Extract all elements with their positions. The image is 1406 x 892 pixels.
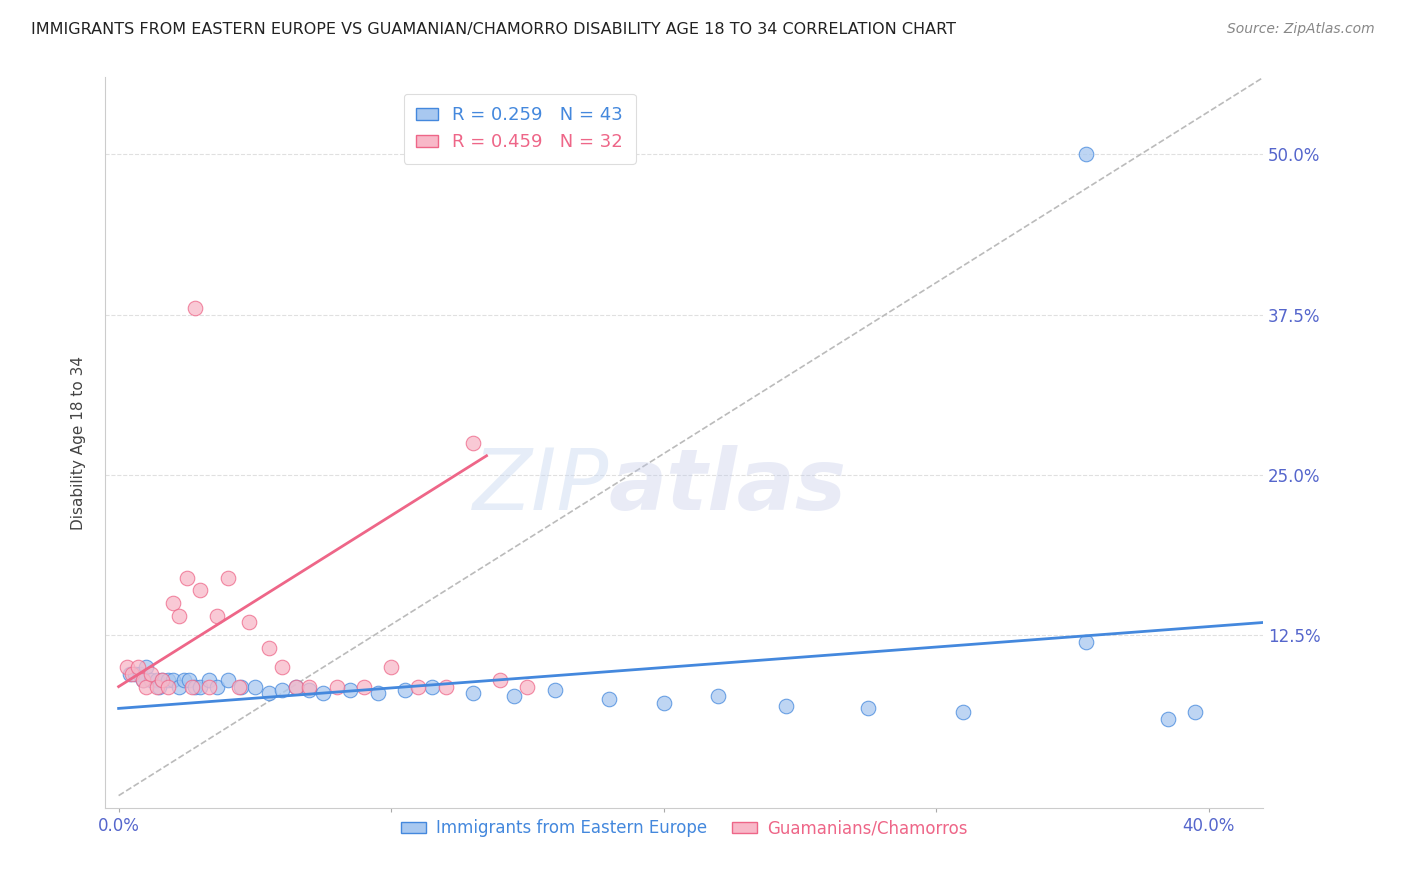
Point	[115, 660, 138, 674]
Point	[146, 673, 169, 688]
Point	[167, 609, 190, 624]
Point	[257, 686, 280, 700]
Point	[1157, 712, 1180, 726]
Point	[156, 680, 179, 694]
Point	[461, 686, 484, 700]
Text: Source: ZipAtlas.com: Source: ZipAtlas.com	[1227, 22, 1375, 37]
Point	[135, 680, 157, 694]
Point	[652, 696, 675, 710]
Point	[181, 680, 204, 694]
Point	[394, 683, 416, 698]
Point	[543, 683, 565, 698]
Point	[238, 615, 260, 630]
Point	[132, 673, 155, 688]
Point	[516, 680, 538, 694]
Point	[127, 660, 149, 674]
Legend: Immigrants from Eastern Europe, Guamanians/Chamorros: Immigrants from Eastern Europe, Guamania…	[394, 813, 974, 844]
Point	[162, 673, 184, 688]
Point	[150, 673, 173, 688]
Point	[205, 680, 228, 694]
Point	[228, 680, 250, 694]
Point	[298, 680, 321, 694]
Text: ZIP: ZIP	[472, 445, 609, 528]
Point	[353, 680, 375, 694]
Point	[1074, 634, 1097, 648]
Point	[190, 680, 212, 694]
Point	[367, 686, 389, 700]
Point	[190, 583, 212, 598]
Point	[271, 683, 294, 698]
Point	[271, 660, 294, 674]
Point	[420, 680, 443, 694]
Point	[132, 673, 155, 688]
Point	[380, 660, 402, 674]
Point	[148, 680, 170, 694]
Point	[284, 680, 307, 694]
Point	[121, 666, 143, 681]
Y-axis label: Disability Age 18 to 34: Disability Age 18 to 34	[72, 356, 86, 530]
Point	[298, 683, 321, 698]
Point	[461, 436, 484, 450]
Point	[173, 673, 195, 688]
Point	[146, 680, 169, 694]
Point	[162, 596, 184, 610]
Point	[156, 673, 179, 688]
Point	[176, 571, 198, 585]
Point	[775, 698, 797, 713]
Point	[856, 701, 879, 715]
Point	[257, 641, 280, 656]
Point	[1074, 147, 1097, 161]
Point	[325, 680, 347, 694]
Point	[284, 680, 307, 694]
Point	[502, 689, 524, 703]
Text: IMMIGRANTS FROM EASTERN EUROPE VS GUAMANIAN/CHAMORRO DISABILITY AGE 18 TO 34 COR: IMMIGRANTS FROM EASTERN EUROPE VS GUAMAN…	[31, 22, 956, 37]
Point	[150, 673, 173, 688]
Point	[197, 673, 219, 688]
Point	[141, 673, 163, 688]
Point	[184, 680, 207, 694]
Point	[129, 666, 152, 681]
Point	[1184, 705, 1206, 719]
Point	[217, 673, 239, 688]
Point	[312, 686, 335, 700]
Point	[231, 680, 253, 694]
Point	[339, 683, 361, 698]
Point	[489, 673, 512, 688]
Point	[118, 666, 141, 681]
Point	[434, 680, 457, 694]
Point	[135, 660, 157, 674]
Point	[408, 680, 430, 694]
Point	[197, 680, 219, 694]
Point	[217, 571, 239, 585]
Text: atlas: atlas	[609, 445, 846, 528]
Point	[952, 705, 974, 719]
Point	[141, 666, 163, 681]
Point	[243, 680, 266, 694]
Point	[184, 301, 207, 316]
Point	[707, 689, 730, 703]
Point	[598, 692, 620, 706]
Point	[124, 666, 146, 681]
Point	[167, 680, 190, 694]
Point	[179, 673, 201, 688]
Point	[205, 609, 228, 624]
